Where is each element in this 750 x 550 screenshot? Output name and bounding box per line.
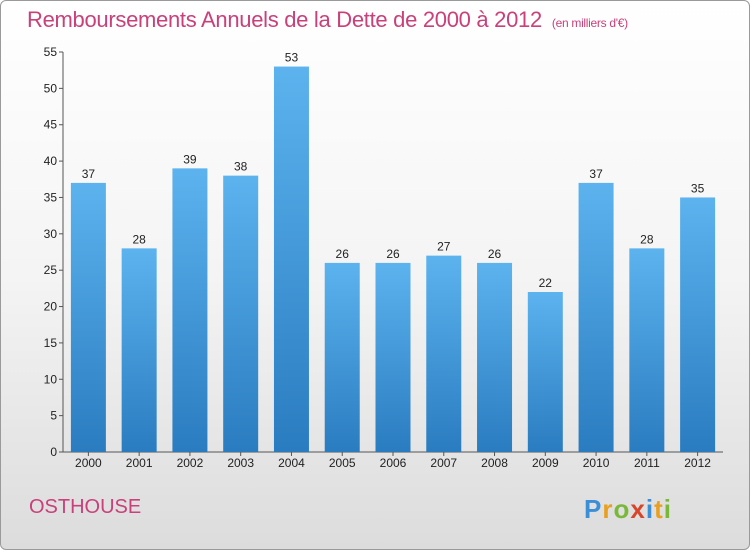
x-tick-label: 2002 [177, 456, 204, 470]
bar [273, 66, 309, 452]
data-label: 37 [82, 167, 96, 181]
proxiti-logo: Proxiti [584, 494, 672, 524]
x-tick-label: 2004 [278, 456, 305, 470]
y-tick-label: 15 [44, 336, 58, 350]
bar [426, 255, 462, 452]
chart-subtitle: (en milliers d'€) [551, 16, 628, 30]
bar [70, 182, 106, 452]
data-label: 37 [589, 167, 603, 181]
bar [578, 182, 614, 452]
y-tick-label: 30 [44, 227, 58, 241]
data-label: 26 [386, 247, 400, 261]
y-tick-label: 10 [44, 372, 58, 386]
y-tick-label: 20 [44, 300, 58, 314]
bar [680, 197, 716, 452]
y-tick-label: 40 [44, 154, 58, 168]
bar [629, 248, 665, 452]
x-tick-label: 2012 [684, 456, 711, 470]
bar [477, 262, 513, 452]
data-label: 26 [488, 247, 502, 261]
y-tick-label: 5 [50, 409, 57, 423]
data-label: 28 [132, 232, 146, 246]
bar [324, 262, 360, 452]
x-tick-label: 2000 [75, 456, 102, 470]
x-tick-label: 2010 [583, 456, 610, 470]
bar [223, 175, 259, 453]
data-label: 27 [437, 240, 451, 254]
y-tick-label: 50 [44, 81, 58, 95]
bar [172, 168, 208, 452]
y-tick-label: 35 [44, 190, 58, 204]
data-label: 38 [234, 160, 248, 174]
data-label: 35 [691, 181, 705, 195]
bar [375, 262, 411, 452]
data-label: 26 [336, 247, 350, 261]
x-tick-label: 2005 [329, 456, 356, 470]
data-label: 53 [285, 51, 299, 65]
y-tick-label: 0 [50, 445, 57, 459]
svg-text:Proxiti: Proxiti [584, 494, 672, 524]
chart-title-text: Remboursements Annuels de la Dette de 20… [27, 7, 542, 32]
data-label: 22 [539, 276, 553, 290]
data-label: 28 [640, 232, 654, 246]
bar [527, 292, 563, 452]
axes: 0 5 10 15 20 25 30 35 40 45 50 55 2000 2001 2002 2003 20… [44, 45, 723, 470]
town-name: OSTHOUSE [29, 496, 142, 518]
bars: 37 28 39 38 53 26 26 27 26 22 37 28 35 [70, 51, 716, 453]
x-tick-label: 2009 [532, 456, 559, 470]
y-tick-label: 55 [44, 45, 58, 59]
x-tick-label: 2003 [227, 456, 254, 470]
y-tick-label: 45 [44, 118, 58, 132]
x-tick-label: 2006 [380, 456, 407, 470]
bar [121, 248, 157, 452]
x-tick-label: 2001 [126, 456, 153, 470]
x-tick-label: 2007 [430, 456, 457, 470]
y-tick-label: 25 [44, 263, 58, 277]
chart-title: Remboursements Annuels de la Dette de 20… [27, 7, 628, 33]
data-label: 39 [183, 152, 197, 166]
x-tick-label: 2008 [481, 456, 508, 470]
x-tick-label: 2011 [634, 456, 660, 470]
